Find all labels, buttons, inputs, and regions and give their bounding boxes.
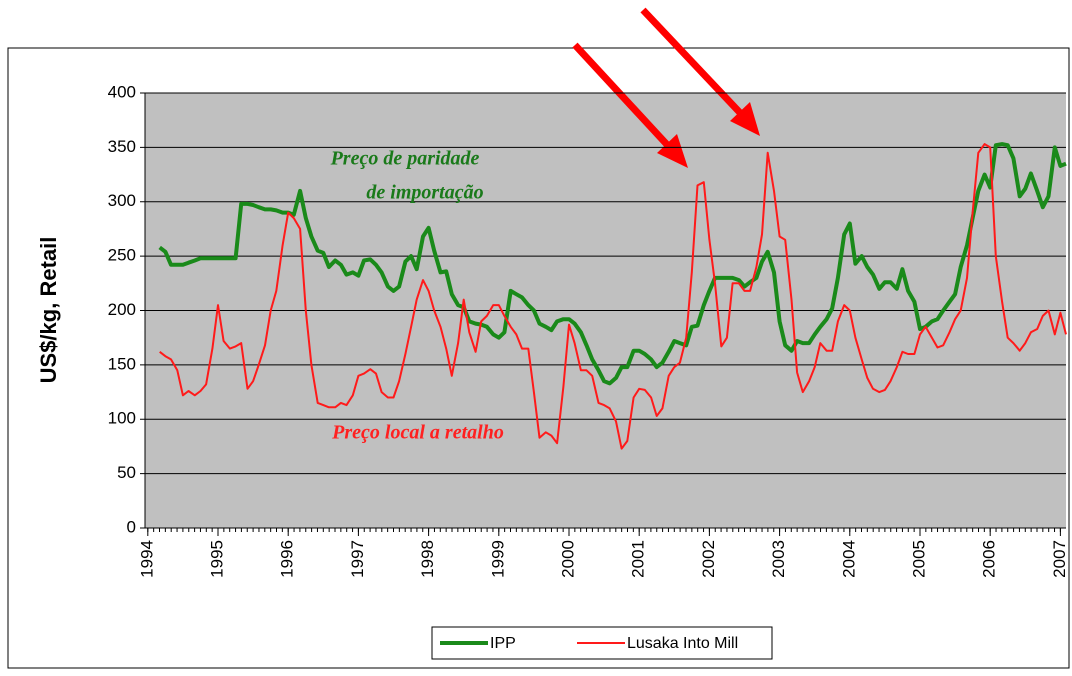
line-series bbox=[159, 143, 1067, 450]
legend-label: IPP bbox=[490, 635, 516, 652]
x-tick-label: 2003 bbox=[769, 540, 788, 578]
annotation: Preço local a retalho bbox=[331, 422, 504, 444]
y-tick-label: 350 bbox=[108, 137, 136, 156]
y-tick-label: 150 bbox=[108, 354, 136, 373]
y-axis-label: US$/kg, Retail bbox=[36, 237, 61, 384]
x-tick-label: 2000 bbox=[558, 540, 577, 578]
arrow bbox=[640, 7, 748, 121]
x-tick-label: 2001 bbox=[629, 540, 648, 578]
annotation: de importação bbox=[366, 182, 483, 204]
arrow bbox=[572, 42, 675, 153]
x-tick-label: 1998 bbox=[418, 540, 437, 578]
x-tick-label: 1999 bbox=[488, 540, 507, 578]
arrows bbox=[572, 7, 760, 168]
x-tick-label: 2002 bbox=[699, 540, 718, 578]
x-tick-label: 2007 bbox=[1050, 540, 1069, 578]
x-tick-label: 2006 bbox=[980, 540, 999, 578]
x-tick-label: 1996 bbox=[278, 540, 297, 578]
x-tick-label: 1997 bbox=[348, 540, 367, 578]
x-tick-label: 2004 bbox=[839, 540, 858, 578]
y-tick-label: 50 bbox=[117, 463, 136, 482]
y-tick-label: 0 bbox=[127, 517, 136, 536]
y-tick-label: 200 bbox=[108, 300, 136, 319]
x-tick-label: 2005 bbox=[909, 540, 928, 578]
y-tick-label: 100 bbox=[108, 409, 136, 428]
y-tick-label: 250 bbox=[108, 246, 136, 265]
x-tick-label: 1995 bbox=[207, 540, 226, 578]
line-series bbox=[158, 142, 1067, 386]
arrow-head bbox=[730, 102, 760, 136]
arrow-head bbox=[657, 134, 688, 168]
y-tick-label: 400 bbox=[108, 82, 136, 101]
annotation: Preço de paridade bbox=[330, 148, 480, 170]
legend-label: Lusaka Into Mill bbox=[627, 635, 738, 652]
y-tick-label: 300 bbox=[108, 191, 136, 210]
x-tick-label: 1994 bbox=[137, 540, 156, 578]
